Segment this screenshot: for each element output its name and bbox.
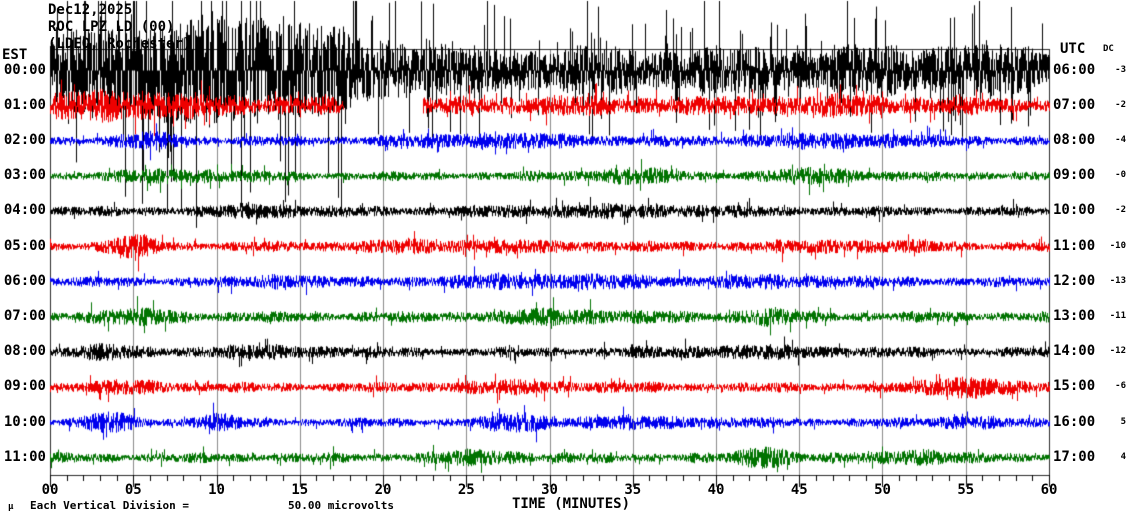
left-timezone-header: EST: [2, 47, 28, 63]
right-time-label: 17:00: [1053, 448, 1096, 465]
left-time-label: 09:00: [3, 378, 46, 395]
right-time-label: 13:00: [1053, 307, 1096, 324]
x-tick-label: 15: [291, 482, 309, 498]
left-time-label: 08:00: [3, 343, 46, 360]
station-location: (LDEO, Rochester): [48, 36, 192, 52]
scale-note-value: 50.00 microvolts: [288, 499, 394, 512]
x-tick-label: 55: [957, 482, 975, 498]
dc-offset-value: -3: [1115, 64, 1126, 75]
dc-offset-value: 4: [1120, 451, 1126, 462]
x-tick-label: 60: [1040, 482, 1058, 498]
left-time-label: 01:00: [3, 96, 46, 113]
left-time-label: 00:00: [3, 61, 46, 78]
right-time-label: 15:00: [1053, 378, 1096, 395]
x-tick-label: 50: [874, 482, 891, 498]
left-time-label: 06:00: [3, 272, 46, 289]
right-time-label: 16:00: [1053, 413, 1096, 430]
dc-offset-header: DC: [1103, 44, 1114, 54]
x-tick-label: 00: [41, 482, 59, 498]
right-time-label: 06:00: [1053, 61, 1096, 78]
right-time-label: 10:00: [1053, 202, 1096, 219]
right-timezone-header: UTC: [1060, 41, 1086, 57]
right-time-label: 07:00: [1053, 96, 1096, 113]
right-time-label: 11:00: [1053, 237, 1096, 254]
x-tick-label: 20: [374, 482, 392, 498]
right-time-label: 12:00: [1053, 272, 1096, 289]
left-time-label: 02:00: [3, 131, 46, 148]
dc-offset-value: -11: [1109, 310, 1126, 321]
dc-offset-value: -12: [1109, 346, 1126, 357]
dc-offset-value: -4: [1115, 134, 1126, 145]
scale-note-label: Each Vertical Division =: [30, 499, 189, 512]
dc-offset-value: -2: [1115, 99, 1126, 110]
x-tick-label: 45: [790, 482, 808, 498]
right-time-label: 08:00: [1053, 131, 1096, 148]
left-time-label: 11:00: [3, 448, 46, 465]
x-tick-label: 35: [624, 482, 642, 498]
microvolt-symbol: µ: [8, 502, 14, 512]
dc-offset-value: -0: [1115, 170, 1126, 181]
left-time-label: 03:00: [3, 167, 46, 184]
left-time-label: 07:00: [3, 307, 46, 324]
station-id: ROC LPZ LD (00): [48, 19, 175, 35]
x-tick-label: 05: [124, 482, 142, 498]
x-tick-label: 25: [457, 482, 475, 498]
dc-offset-value: 5: [1120, 416, 1126, 427]
dc-offset-value: -10: [1109, 240, 1126, 251]
x-tick-label: 40: [707, 482, 725, 498]
x-tick-label: 30: [541, 482, 558, 498]
plot-date: Dec12,2025: [48, 2, 133, 18]
left-time-label: 10:00: [3, 413, 46, 430]
dc-offset-value: -2: [1115, 205, 1126, 216]
dc-offset-value: -6: [1115, 381, 1126, 392]
x-axis-title: TIME (MINUTES): [512, 496, 631, 512]
dc-offset-value: -13: [1109, 275, 1126, 286]
x-tick-label: 10: [208, 482, 225, 498]
right-time-label: 09:00: [1053, 167, 1096, 184]
left-time-label: 05:00: [3, 237, 46, 254]
right-time-label: 14:00: [1053, 343, 1096, 360]
left-time-label: 04:00: [3, 202, 46, 219]
